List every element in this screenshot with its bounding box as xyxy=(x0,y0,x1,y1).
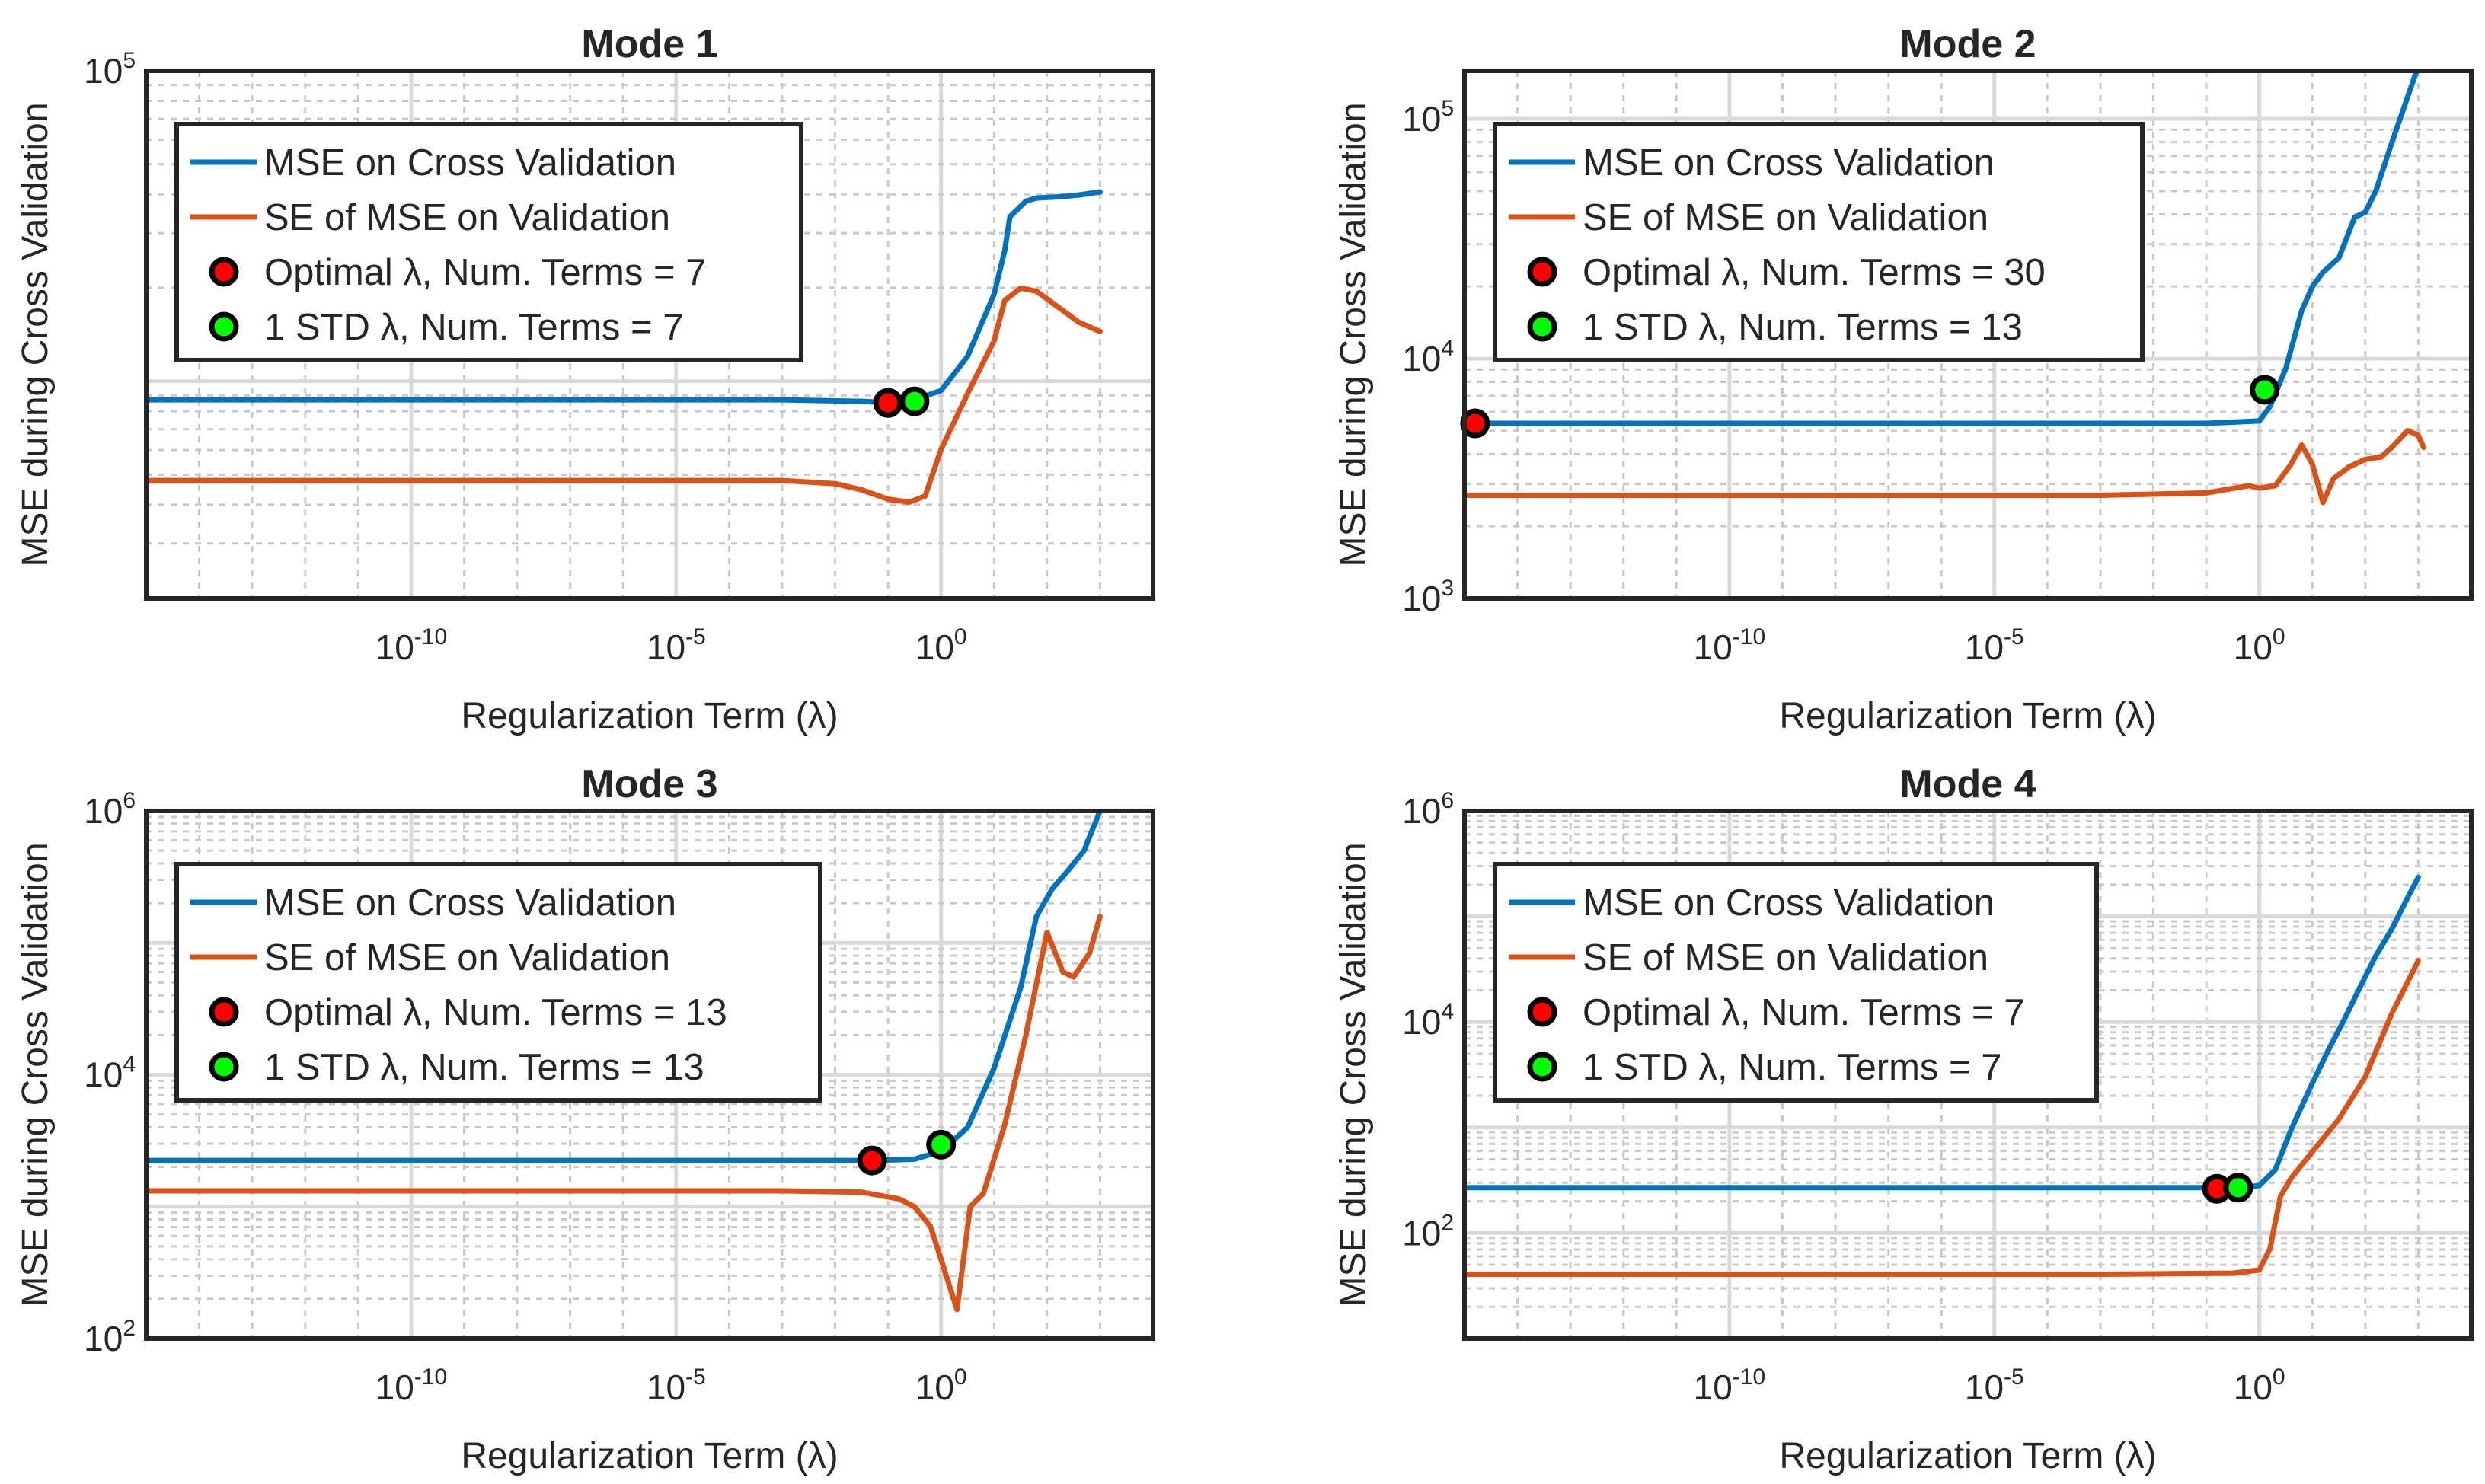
x-tick-label: 10-10 xyxy=(375,624,448,667)
legend-entry: SE of MSE on Validation xyxy=(264,197,670,238)
mse-line xyxy=(1464,71,2420,426)
x-tick-label: 100 xyxy=(2234,624,2285,667)
y-tick-label: 104 xyxy=(1402,999,1454,1042)
y-tick-label: 105 xyxy=(84,48,136,91)
legend-box xyxy=(174,122,803,362)
legend-one-std-swatch xyxy=(209,311,239,342)
y-tick-label: 103 xyxy=(1402,576,1454,618)
y-axis-label: MSE during Cross Validation xyxy=(15,102,56,566)
chart-2: 10-10 10-5 100 103 104 105 Mode 2 Regularizatio… xyxy=(1334,22,2474,736)
legend-entry: SE of MSE on Validation xyxy=(264,937,670,978)
one-std-lambda-marker xyxy=(2223,1173,2253,1203)
x-tick-label: 100 xyxy=(915,1364,967,1407)
se-line xyxy=(146,914,1103,1313)
optimal-lambda-marker xyxy=(857,1145,887,1176)
legend-entry: Optimal λ, Num. Terms = 30 xyxy=(1583,252,2046,293)
y-tick-label: 102 xyxy=(84,1316,136,1358)
legend-entry: MSE on Cross Validation xyxy=(264,882,676,924)
x-axis-label: Regularization Term (λ) xyxy=(461,1436,838,1476)
optimal-lambda-marker xyxy=(873,388,903,418)
x-tick-label: 10-5 xyxy=(1965,1364,2024,1407)
y-tick-label: 106 xyxy=(1402,788,1454,831)
legend-entry: 1 STD λ, Num. Terms = 7 xyxy=(1583,1047,2001,1088)
y-tick-label: 104 xyxy=(84,1052,136,1095)
series xyxy=(146,189,1103,506)
x-axis-label: Regularization Term (λ) xyxy=(1779,1436,2156,1476)
legend: MSE on Cross Validation SE of MSE on Vali… xyxy=(1493,122,2145,362)
legend-optimal-swatch xyxy=(209,257,239,287)
y-axis-label: MSE during Cross Validation xyxy=(1334,842,1374,1307)
y-tick-label: 106 xyxy=(84,788,136,831)
legend-one-std-swatch xyxy=(209,1052,239,1082)
chart-title: Mode 4 xyxy=(1899,762,2036,806)
x-tick-label: 100 xyxy=(2234,1364,2285,1407)
x-axis-label: Regularization Term (λ) xyxy=(1779,696,2156,736)
legend-entry: Optimal λ, Num. Terms = 7 xyxy=(1583,992,2024,1033)
legend-box xyxy=(174,862,822,1103)
x-tick-label: 10-5 xyxy=(647,624,706,667)
chart-title: Mode 3 xyxy=(581,762,717,806)
legend-entry: 1 STD λ, Num. Terms = 7 xyxy=(264,307,683,348)
legend-one-std-swatch xyxy=(1527,311,1557,342)
x-tick-label: 10-10 xyxy=(1694,1364,1766,1407)
legend-entry: Optimal λ, Num. Terms = 13 xyxy=(264,992,727,1033)
y-tick-label: 102 xyxy=(1402,1210,1454,1253)
axes-box xyxy=(144,809,1155,1341)
legend-optimal-swatch xyxy=(1527,257,1557,287)
chart-4: 10-10 10-5 100 102 104 106 Mode 4 Regularizatio… xyxy=(1334,762,2474,1476)
axes-box xyxy=(1462,69,2474,601)
y-tick-label: 105 xyxy=(1402,96,1454,139)
legend-entry: MSE on Cross Validation xyxy=(264,142,676,184)
legend-entry: 1 STD λ, Num. Terms = 13 xyxy=(1583,307,2023,348)
legend-entry: MSE on Cross Validation xyxy=(1583,142,1995,184)
x-tick-label: 10-10 xyxy=(375,1364,448,1407)
y-tick-label: 104 xyxy=(1402,336,1454,378)
legend-one-std-swatch xyxy=(1527,1052,1557,1082)
se-line xyxy=(1464,428,2426,506)
one-std-lambda-marker xyxy=(2250,375,2280,405)
legend: MSE on Cross Validation SE of MSE on Vali… xyxy=(1493,862,2099,1103)
legend-entry: MSE on Cross Validation xyxy=(1583,882,1995,924)
legend-entry: SE of MSE on Validation xyxy=(1583,197,1988,238)
chart-3: 10-10 10-5 100 102 104 106 Mode 3 Regularizatio… xyxy=(15,762,1155,1476)
axes-box xyxy=(144,69,1155,601)
axes-box xyxy=(1462,809,2474,1341)
x-axis-label: Regularization Term (λ) xyxy=(461,696,838,736)
legend-box xyxy=(1493,122,2145,362)
y-axis-label: MSE during Cross Validation xyxy=(15,842,56,1307)
legend: MSE on Cross Validation SE of MSE on Vali… xyxy=(174,122,803,362)
legend: MSE on Cross Validation SE of MSE on Vali… xyxy=(174,862,822,1103)
chart-title: Mode 1 xyxy=(581,22,717,66)
mse-line xyxy=(146,189,1103,406)
legend-optimal-swatch xyxy=(209,997,239,1027)
legend-entry: 1 STD λ, Num. Terms = 13 xyxy=(264,1047,704,1088)
series xyxy=(1464,71,2426,506)
legend-box xyxy=(1493,862,2099,1103)
x-tick-label: 100 xyxy=(915,624,967,667)
one-std-lambda-marker xyxy=(899,386,930,416)
x-tick-label: 10-10 xyxy=(1694,624,1766,667)
x-tick-label: 10-5 xyxy=(1965,624,2024,667)
se-line xyxy=(146,285,1103,506)
y-axis-label: MSE during Cross Validation xyxy=(1334,102,1374,566)
legend-entry: SE of MSE on Validation xyxy=(1583,937,1988,978)
se-line xyxy=(1464,958,2421,1277)
x-tick-label: 10-5 xyxy=(647,1364,706,1407)
chart-title: Mode 2 xyxy=(1899,22,2036,66)
legend-optimal-swatch xyxy=(1527,997,1557,1027)
one-std-lambda-marker xyxy=(926,1129,957,1160)
chart-1: 10-10 10-5 100 105 Mode 1 Regularization Term… xyxy=(15,22,1155,736)
legend-entry: Optimal λ, Num. Terms = 7 xyxy=(264,252,706,293)
